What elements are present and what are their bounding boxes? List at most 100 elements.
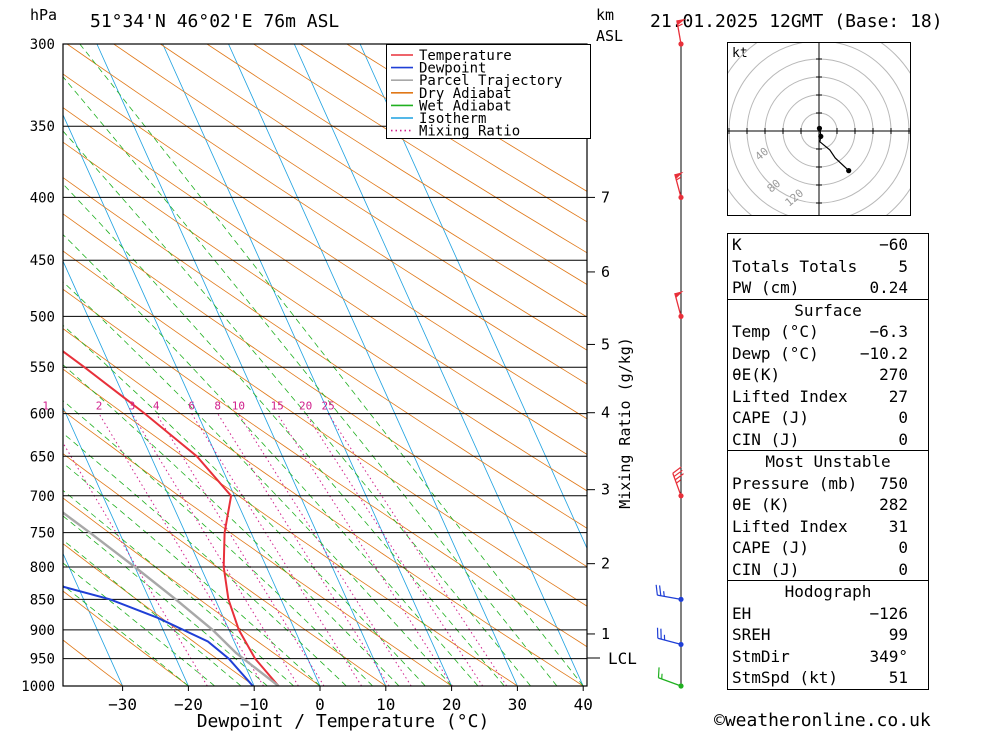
index-value: 0 xyxy=(898,429,908,449)
mixing-ratio-axis-label: Mixing Ratio (g/kg) xyxy=(616,337,634,509)
dry-adiabat-line xyxy=(66,44,587,385)
surface-heading: Surface xyxy=(728,298,928,322)
hodograph-unit: kt xyxy=(732,46,748,61)
wind-barb-shaft xyxy=(674,174,682,198)
index-row: θE (K) 282 xyxy=(728,494,928,516)
mixing-ratio-labels: 1 2 3 4 6 8 10 15 20 25 xyxy=(42,400,334,413)
wind-profile xyxy=(655,18,686,689)
temperature-tick-label: −20 xyxy=(174,695,203,714)
wind-barb-full xyxy=(655,584,658,596)
legend-label: Parcel Trajectory xyxy=(419,73,562,89)
temperature-line xyxy=(63,350,280,686)
index-value: 0.24 xyxy=(869,278,908,297)
height-tick-label: 3 xyxy=(601,481,610,499)
index-value: −60 xyxy=(879,235,908,254)
hodograph-point xyxy=(846,168,852,174)
temperature-tick-label: 30 xyxy=(508,695,527,714)
index-row: Pressure (mb) 750 xyxy=(728,473,928,495)
index-row: PW (cm) 0.24 xyxy=(728,277,928,299)
dry-adiabat-line xyxy=(63,497,321,686)
dry-adiabat-line xyxy=(63,250,587,607)
index-value: −126 xyxy=(869,603,908,623)
hodograph-trace xyxy=(818,128,850,172)
pressure-tick-label: 900 xyxy=(30,623,55,639)
index-value: 31 xyxy=(888,516,908,536)
wind-barb-shaft xyxy=(657,594,682,600)
height-tick-label: 7 xyxy=(601,188,610,206)
index-label: θE (K) xyxy=(732,495,790,514)
index-label: Temp (°C) xyxy=(732,322,819,341)
skewt-diagram: 1 2 3 4 6 8 10 15 20 25 3003504004505005506006507… xyxy=(21,18,686,732)
wind-barb-shaft xyxy=(658,677,682,687)
hodograph-ring-label: 80 xyxy=(765,177,784,195)
hodograph-ring-label: 40 xyxy=(753,145,772,163)
x-axis-label: Dewpoint / Temperature (°C) xyxy=(197,711,490,732)
index-value: 99 xyxy=(888,625,908,644)
index-value: 27 xyxy=(888,386,908,406)
legend-label: Dry Adiabat xyxy=(419,86,512,102)
index-label: Lifted Index xyxy=(732,386,848,406)
wet-adiabat-line xyxy=(63,130,531,686)
legend-label: Dewpoint xyxy=(419,61,486,77)
index-value: 0 xyxy=(898,408,908,427)
index-value: 5 xyxy=(898,256,908,276)
hodograph-ring-label: 120 xyxy=(783,187,807,210)
index-label: CIN (J) xyxy=(732,429,800,449)
hodograph-point xyxy=(818,133,824,139)
dewpoint-line xyxy=(63,585,254,686)
index-label: StmSpd (kt) xyxy=(732,668,838,687)
wet-adiabat-line xyxy=(63,584,189,686)
temperature-tick-label: −30 xyxy=(108,695,137,714)
km-unit-label: km xyxy=(596,6,615,24)
wind-barb-half xyxy=(677,23,683,27)
wind-barb-shaft xyxy=(657,637,682,646)
pressure-axis: 300 350 400 450 500 550 600 650 700 750 800 850 900 9… xyxy=(21,37,55,695)
mixing-ratio-tick-label: 20 xyxy=(299,400,312,413)
wet-adiabat-line xyxy=(63,562,215,686)
mixing-ratio-tick-label: 25 xyxy=(322,400,335,413)
temperature-tick-label: 20 xyxy=(442,695,461,714)
dry-adiabat-line xyxy=(113,44,587,351)
wind-barb xyxy=(655,584,682,600)
dry-adiabat-line xyxy=(206,44,587,286)
pressure-tick-label: 550 xyxy=(30,360,55,376)
wind-barb-pennant xyxy=(676,18,686,26)
isotherm-line xyxy=(228,44,518,686)
isotherm-line xyxy=(293,44,584,686)
index-label: StmDir xyxy=(732,646,790,666)
height-tick-label: 5 xyxy=(601,335,610,353)
hpa-unit-label: hPa xyxy=(30,6,58,24)
height-tick-label: 4 xyxy=(601,404,610,422)
index-value: 0 xyxy=(898,538,908,557)
index-row: K −60 xyxy=(728,234,928,256)
index-value: 282 xyxy=(879,495,908,514)
index-label: Lifted Index xyxy=(732,516,848,536)
wind-barb-full xyxy=(674,473,684,481)
index-row: SREH 99 xyxy=(728,624,928,646)
pressure-tick-label: 950 xyxy=(30,652,55,668)
index-value: 0 xyxy=(898,559,908,579)
height-tick-label: 1 xyxy=(601,625,610,643)
wind-barb xyxy=(657,667,682,687)
isotherm-line xyxy=(63,406,189,686)
legend-label: Isotherm xyxy=(419,111,486,127)
index-row: Totals Totals 5 xyxy=(728,256,928,278)
mixing-ratio-tick-label: 8 xyxy=(214,400,221,413)
wind-barb-full xyxy=(658,585,662,596)
index-label: Totals Totals xyxy=(732,256,858,276)
dry-adiabat-line xyxy=(63,590,189,686)
temperature-tick-label: 40 xyxy=(574,695,593,714)
dry-adiabat-line xyxy=(63,141,587,492)
mixing-ratio-tick-label: 4 xyxy=(153,400,160,413)
isotherm-line xyxy=(359,44,587,550)
index-row: CIN (J) 0 xyxy=(728,559,928,581)
dry-adiabat-line xyxy=(300,44,587,223)
wind-barb xyxy=(676,18,686,45)
dry-adiabat-line xyxy=(63,107,587,455)
index-value: 51 xyxy=(888,668,908,687)
dry-adiabat-line xyxy=(63,177,587,529)
pressure-tick-label: 600 xyxy=(30,407,55,423)
mixing-ratio-line xyxy=(191,413,363,686)
mixing-ratio-tick-label: 3 xyxy=(129,400,136,413)
mixing-ratio-tick-label: 10 xyxy=(232,400,245,413)
